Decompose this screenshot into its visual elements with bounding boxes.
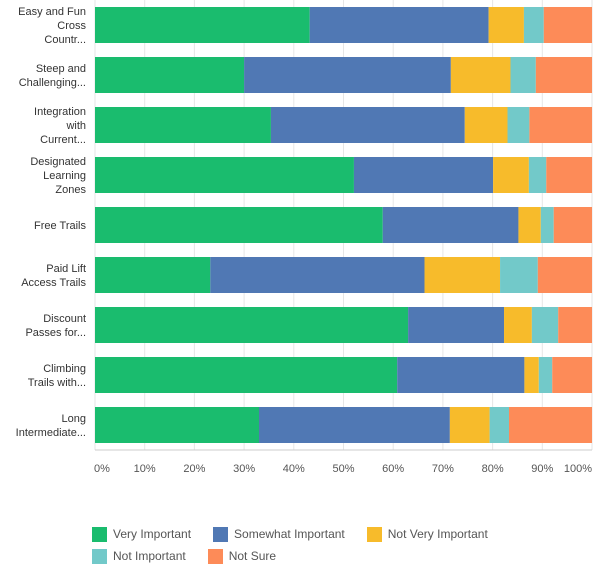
- bar-segment: [95, 7, 310, 43]
- category-label: Designated: [30, 156, 86, 168]
- legend-item: Somewhat Important: [213, 526, 345, 542]
- bar-segment: [95, 357, 398, 393]
- bar-segment: [95, 157, 354, 193]
- category-label: Long: [62, 413, 86, 425]
- bar-segment: [244, 57, 451, 93]
- x-tick-label: 30%: [233, 463, 255, 475]
- legend-label: Somewhat Important: [234, 527, 345, 541]
- bar-segment: [558, 307, 592, 343]
- legend-row-1: Very Important Somewhat Important Not Ve…: [92, 524, 562, 544]
- bar-segment: [382, 207, 519, 243]
- x-tick-label: 50%: [332, 463, 354, 475]
- bar-segment: [488, 7, 524, 43]
- bar-segment: [524, 357, 539, 393]
- x-tick-label: 80%: [482, 463, 504, 475]
- category-label: Access Trails: [21, 277, 86, 289]
- category-label: Countr...: [44, 34, 86, 46]
- x-tick-label: 10%: [134, 463, 156, 475]
- category-label: Integration: [34, 106, 86, 118]
- bar-segment: [540, 207, 554, 243]
- category-label: Current...: [40, 134, 86, 146]
- category-label: Cross: [57, 20, 86, 32]
- bar-segment: [543, 7, 592, 43]
- legend-swatch: [366, 526, 382, 542]
- x-tick-label: 70%: [432, 463, 454, 475]
- bar-segment: [95, 107, 271, 143]
- category-label: Paid Lift: [46, 263, 86, 275]
- bar-segment: [309, 7, 489, 43]
- category-label: Passes for...: [25, 327, 86, 339]
- bar-segment: [518, 207, 541, 243]
- bar-segment: [353, 157, 494, 193]
- x-tick-label: 100%: [564, 463, 592, 475]
- bar-segment: [450, 57, 511, 93]
- x-tick-label: 90%: [531, 463, 553, 475]
- x-tick-label: 60%: [382, 463, 404, 475]
- bar-segment: [489, 407, 510, 443]
- bar-segment: [210, 257, 425, 293]
- bar-segment: [95, 307, 409, 343]
- category-label: Trails with...: [28, 377, 86, 389]
- bar-segment: [507, 107, 530, 143]
- legend-label: Not Sure: [228, 549, 277, 563]
- bar-segment: [95, 407, 260, 443]
- category-label: Challenging...: [19, 77, 86, 89]
- bar-segment: [464, 107, 508, 143]
- bar-segment: [552, 357, 592, 393]
- category-label: Intermediate...: [16, 427, 86, 439]
- legend-item: Not Sure: [207, 548, 277, 564]
- category-label: Easy and Fun: [18, 6, 86, 18]
- legend-swatch: [207, 548, 223, 564]
- x-tick-label: 20%: [183, 463, 205, 475]
- bar-segment: [528, 157, 547, 193]
- category-label: Climbing: [43, 363, 86, 375]
- category-label: with: [65, 120, 86, 132]
- bar-segment: [95, 207, 383, 243]
- category-label: Free Trails: [34, 220, 86, 232]
- legend-item: Not Very Important: [366, 526, 488, 542]
- bar-segment: [397, 357, 525, 393]
- legend-label: Not Important: [113, 549, 186, 563]
- bar-segment: [270, 107, 465, 143]
- legend-row-2: Not Important Not Sure: [92, 546, 562, 566]
- stacked-bar-chart: Easy and Fun Cross Countr... Steep and Chall…: [16, 0, 593, 475]
- x-tick-label: 40%: [283, 463, 305, 475]
- x-tick-label: 0%: [94, 463, 110, 475]
- legend-label: Very Important: [113, 527, 192, 541]
- bar-segment: [537, 257, 592, 293]
- legend-item: Not Important: [92, 548, 186, 564]
- bar-segment: [95, 257, 211, 293]
- category-label: Discount: [43, 313, 86, 325]
- bar-segment: [259, 407, 450, 443]
- category-label: Steep and: [36, 63, 86, 75]
- bar-segment: [538, 357, 553, 393]
- legend-swatch: [92, 526, 107, 542]
- bar-segment: [535, 57, 592, 93]
- bar-segment: [509, 407, 592, 443]
- bar-segment: [510, 57, 536, 93]
- bar-segment: [500, 257, 538, 293]
- bar-segment: [424, 257, 501, 293]
- bar-segment: [523, 7, 544, 43]
- legend-label: Not Very Important: [387, 527, 488, 541]
- category-label: Zones: [55, 184, 86, 196]
- bar-segment: [95, 57, 245, 93]
- bar-segment: [449, 407, 490, 443]
- legend-item: Very Important: [92, 526, 192, 542]
- bar-segment: [493, 157, 529, 193]
- bar-segment: [531, 307, 559, 343]
- bar-segment: [504, 307, 532, 343]
- legend: Very Important Somewhat Important Not Ve…: [92, 524, 562, 568]
- legend-swatch: [213, 526, 229, 542]
- bar-segment: [553, 207, 592, 243]
- legend-swatch: [92, 548, 107, 564]
- bar-segment: [546, 157, 592, 193]
- bar-segment: [408, 307, 505, 343]
- category-label: Learning: [43, 170, 86, 182]
- bar-segment: [529, 107, 592, 143]
